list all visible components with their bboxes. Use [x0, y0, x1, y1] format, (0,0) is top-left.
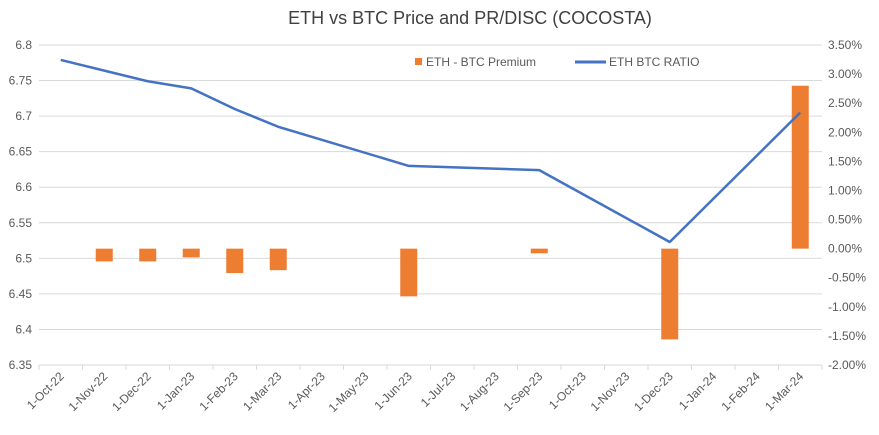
premium-bars — [95, 85, 809, 340]
x-tick-label: 1-Oct-22 — [24, 369, 67, 412]
x-tick-label: 1-Nov-23 — [588, 369, 633, 414]
x-tick-label: 1-Dec-22 — [109, 369, 154, 414]
left-axis: 6.8 6.75 6.7 6.65 6.6 6.55 6.5 6.45 6.4 6.35 — [9, 38, 33, 372]
x-tick-label: 1-Dec-23 — [631, 369, 676, 414]
x-tick-label: 1-Sep-23 — [501, 369, 546, 414]
premium-bar — [182, 248, 200, 258]
right-tick-label: 3.00% — [828, 67, 862, 81]
right-tick-label: 0.50% — [828, 213, 862, 227]
left-tick-label: 6.8 — [15, 38, 32, 52]
x-tick-label: 1-Jul-23 — [418, 369, 459, 410]
left-tick-label: 6.45 — [9, 287, 33, 301]
right-tick-label: 2.00% — [828, 125, 862, 139]
right-tick-label: 3.50% — [828, 38, 862, 52]
left-tick-label: 6.7 — [15, 109, 32, 123]
legend-swatch-premium — [415, 58, 422, 65]
left-tick-label: 6.75 — [9, 74, 33, 88]
right-tick-label: 0.00% — [828, 242, 862, 256]
premium-bar — [791, 85, 809, 249]
ratio-line-group — [60, 58, 802, 244]
left-tick-label: 6.55 — [9, 216, 33, 230]
right-tick-label: -0.50% — [828, 271, 866, 285]
left-tick-label: 6.65 — [9, 145, 33, 159]
right-tick-label: -1.00% — [828, 300, 866, 314]
x-tick-label: 1-Feb-24 — [719, 369, 764, 414]
x-tick-label: 1-May-23 — [326, 369, 372, 415]
left-tick-label: 6.6 — [15, 180, 32, 194]
right-tick-label: 2.50% — [828, 96, 862, 110]
x-axis: 1-Oct-221-Nov-221-Dec-22 1-Jan-23 1-Feb-23… — [24, 365, 823, 415]
x-tick-label: 1-Jun-23 — [371, 369, 415, 413]
right-tick-label: -2.00% — [828, 358, 866, 372]
premium-bar — [400, 248, 418, 297]
premium-bar — [269, 248, 287, 271]
legend-label-ratio: ETH BTC RATIO — [609, 55, 699, 69]
x-tick-label: 1-Jan-23 — [154, 369, 198, 413]
right-axis: 3.50% 3.00% 2.50% 2.00% 1.50% 1.00% 0.50% 0.00%… — [828, 38, 866, 372]
premium-bar — [95, 248, 113, 262]
right-tick-label: 1.50% — [828, 154, 862, 168]
ratio-line — [60, 58, 802, 244]
x-tick-label: 1-Apr-23 — [285, 369, 328, 412]
x-tick-label: 1-Jan-24 — [676, 369, 720, 413]
chart-title: ETH vs BTC Price and PR/DISC (COCOSTA) — [288, 8, 652, 28]
x-tick-label: 1-Aug-23 — [457, 369, 502, 414]
right-tick-label: 1.00% — [828, 183, 862, 197]
right-tick-label: -1.50% — [828, 329, 866, 343]
premium-bar — [139, 248, 157, 262]
left-tick-label: 6.4 — [15, 322, 32, 336]
premium-bar — [530, 248, 548, 254]
gridlines — [39, 44, 822, 366]
premium-bar — [226, 248, 244, 274]
x-tick-label: 1-Oct-23 — [546, 369, 589, 412]
x-tick-label: 1-Mar-23 — [240, 369, 285, 414]
left-tick-label: 6.35 — [9, 358, 33, 372]
premium-bar — [661, 248, 679, 340]
x-tick-label: 1-Mar-24 — [762, 369, 807, 414]
left-tick-label: 6.5 — [15, 251, 32, 265]
legend-label-premium: ETH - BTC Premium — [426, 55, 536, 69]
legend: ETH - BTC Premium ETH BTC RATIO — [415, 55, 699, 69]
x-tick-label: 1-Feb-23 — [197, 369, 242, 414]
x-tick-label: 1-Nov-22 — [66, 369, 111, 414]
